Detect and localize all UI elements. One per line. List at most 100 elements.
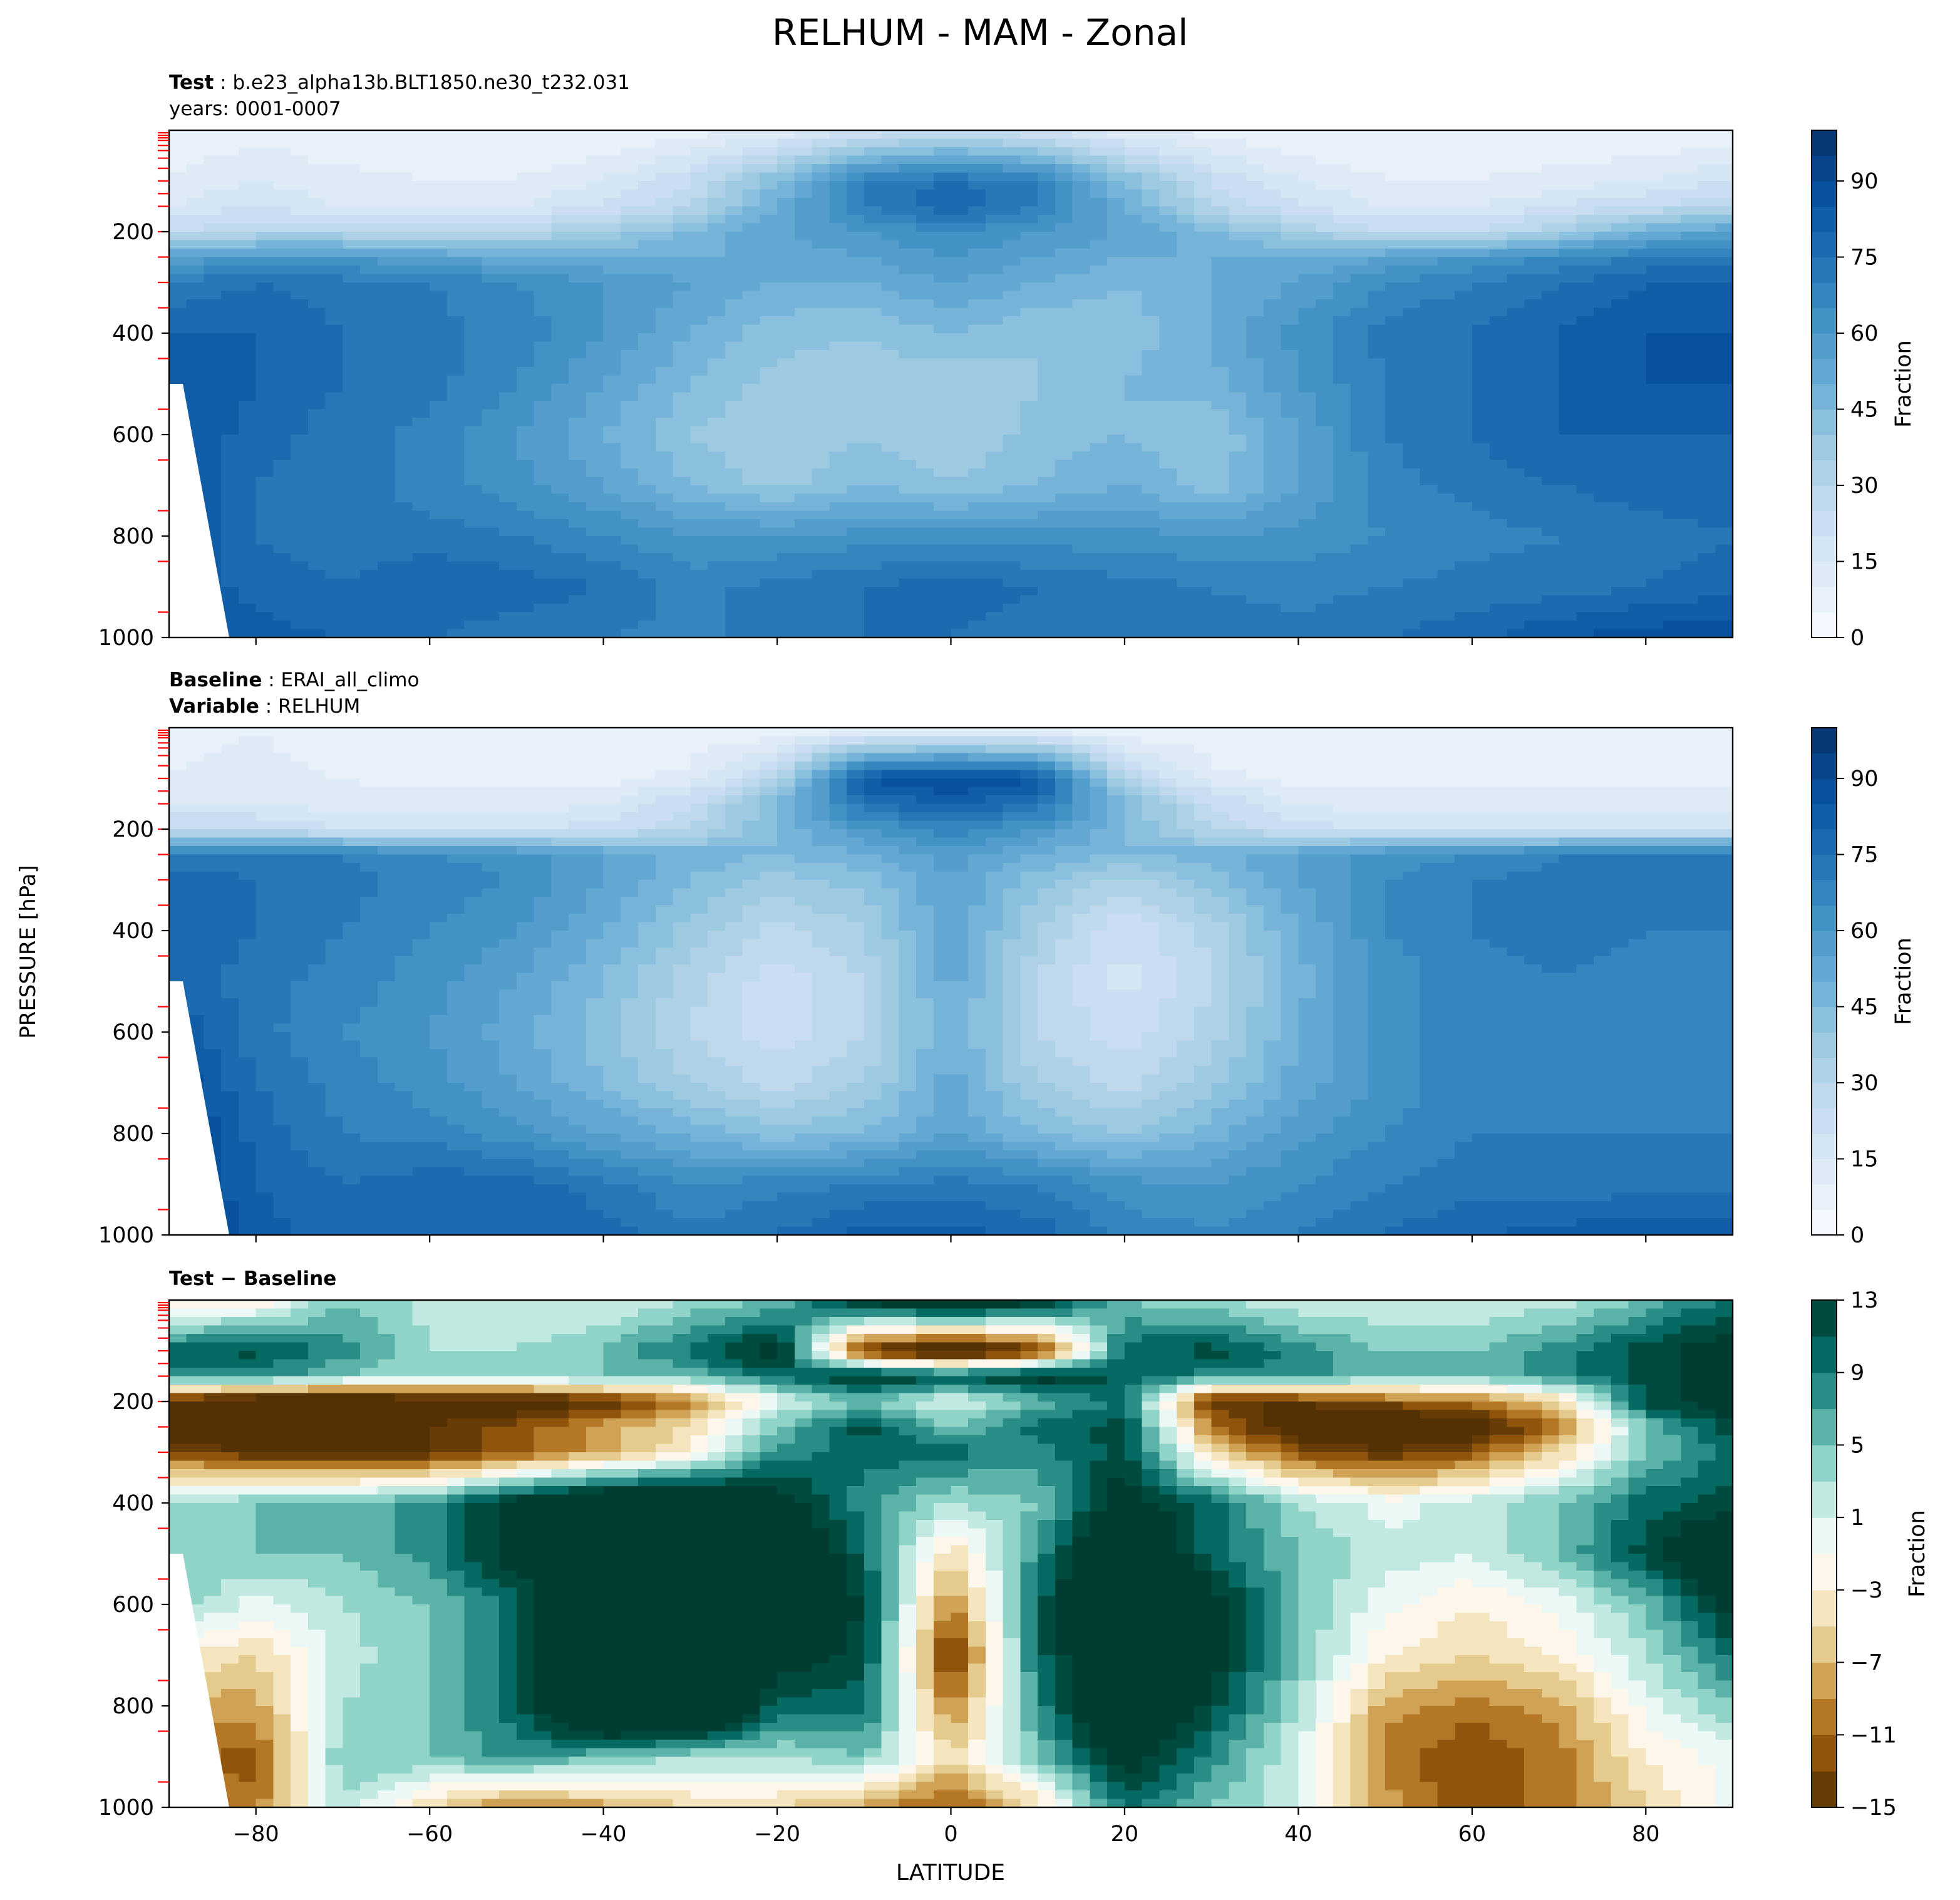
heatmap-cell <box>1507 443 1524 452</box>
heatmap-cell <box>1159 553 1177 562</box>
heatmap-cell <box>1663 502 1681 511</box>
heatmap-cell <box>916 393 934 401</box>
heatmap-cell <box>1298 426 1316 435</box>
heatmap-cell <box>360 468 378 477</box>
heatmap-cell <box>1246 282 1264 291</box>
heatmap-cell <box>1490 502 1507 511</box>
heatmap-cell <box>1107 215 1125 224</box>
heatmap-cell <box>1611 299 1629 308</box>
heatmap-cell <box>1038 511 1055 520</box>
heatmap-cell <box>1646 384 1663 393</box>
heatmap-cell <box>1020 376 1038 385</box>
heatmap-cell <box>239 410 256 418</box>
heatmap-cell <box>847 519 864 528</box>
heatmap-cell <box>743 207 760 215</box>
heatmap-cell <box>1576 468 1594 477</box>
heatmap-cell <box>221 570 239 579</box>
heatmap-cell <box>899 130 916 139</box>
heatmap-cell <box>864 485 882 494</box>
heatmap-cell <box>1507 215 1524 224</box>
heatmap-cell <box>638 553 656 562</box>
heatmap-cell <box>256 545 274 554</box>
heatmap-cell <box>221 435 239 443</box>
heatmap-cell <box>1646 367 1663 376</box>
heatmap-cell <box>1125 426 1142 435</box>
heatmap-cell <box>1055 240 1073 249</box>
heatmap-cell <box>1629 452 1646 460</box>
heatmap-cell <box>412 181 430 190</box>
heatmap-cell <box>1490 266 1507 274</box>
heatmap-cell <box>187 299 204 308</box>
heatmap-cell <box>1038 519 1055 528</box>
heatmap-cell <box>812 393 830 401</box>
heatmap-cell <box>1298 460 1316 469</box>
heatmap-cell <box>239 426 256 435</box>
heatmap-cell <box>1681 528 1698 537</box>
heatmap-cell <box>517 367 534 376</box>
heatmap-cell <box>569 240 586 249</box>
heatmap-cell <box>1194 418 1212 426</box>
heatmap-cell <box>1403 376 1420 385</box>
heatmap-cell <box>968 147 986 156</box>
heatmap-cell <box>1576 130 1594 139</box>
heatmap-cell <box>1715 299 1733 308</box>
heatmap-cell <box>1594 266 1611 274</box>
heatmap-cell <box>829 426 847 435</box>
heatmap-cell <box>951 156 969 165</box>
heatmap-cell <box>1090 443 1107 452</box>
heatmap-cell <box>1385 460 1403 469</box>
heatmap-cell <box>586 274 604 283</box>
heatmap-cell <box>1490 393 1507 401</box>
heatmap-cell <box>847 536 864 545</box>
heatmap-cell <box>690 164 708 173</box>
heatmap-cell <box>1524 579 1542 587</box>
heatmap-cell <box>1594 426 1611 435</box>
heatmap-cell <box>378 224 395 232</box>
heatmap-cell <box>1403 384 1420 393</box>
heatmap-cell <box>882 139 899 148</box>
heatmap-cell <box>1055 452 1073 460</box>
heatmap-cell <box>1559 232 1577 240</box>
heatmap-cell <box>308 266 326 274</box>
heatmap-cell <box>986 393 1003 401</box>
heatmap-cell <box>760 350 777 359</box>
heatmap-cell <box>621 181 638 190</box>
heatmap-cell <box>882 342 899 351</box>
heatmap-cell <box>551 443 569 452</box>
heatmap-cell <box>951 359 969 368</box>
heatmap-cell <box>1003 519 1021 528</box>
heatmap-cell <box>1003 452 1021 460</box>
heatmap-cell <box>482 333 499 342</box>
heatmap-cell <box>1629 190 1646 199</box>
heatmap-cell <box>1681 156 1698 165</box>
heatmap-cell <box>673 579 691 587</box>
heatmap-cell <box>447 443 465 452</box>
heatmap-cell <box>1142 435 1160 443</box>
heatmap-cell <box>899 316 916 325</box>
heatmap-cell <box>204 494 221 503</box>
heatmap-cell <box>1351 587 1368 596</box>
heatmap-cell <box>430 494 447 503</box>
heatmap-cell <box>1698 333 1716 342</box>
heatmap-cell <box>551 596 569 604</box>
heatmap-cell <box>1159 308 1177 317</box>
heatmap-cell <box>621 215 638 224</box>
heatmap-cell <box>621 528 638 537</box>
heatmap-cell <box>534 316 552 325</box>
heatmap-cell <box>204 418 221 426</box>
heatmap-cell <box>1351 562 1368 571</box>
heatmap-cell <box>1142 173 1160 182</box>
heatmap-cell <box>204 282 221 291</box>
heatmap-cell <box>1698 452 1716 460</box>
heatmap-cell <box>1038 587 1055 596</box>
heatmap-cell <box>1107 173 1125 182</box>
heatmap-cell <box>482 426 499 435</box>
heatmap-cell <box>1698 274 1716 283</box>
heatmap-cell <box>204 190 221 199</box>
heatmap-cell <box>899 418 916 426</box>
heatmap-cell <box>638 435 656 443</box>
heatmap-cell <box>326 579 343 587</box>
heatmap-cell <box>777 410 795 418</box>
heatmap-cell <box>1142 190 1160 199</box>
heatmap-cell <box>1298 570 1316 579</box>
